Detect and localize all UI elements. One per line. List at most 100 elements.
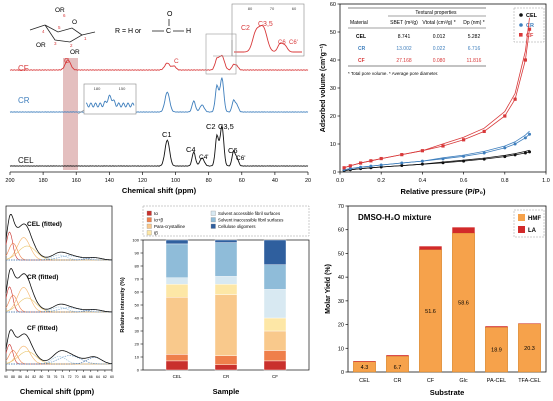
point-cf — [441, 144, 445, 148]
y-tick-label: 80 — [135, 264, 140, 269]
table-row-cf-sbet: 27.168 — [396, 58, 412, 64]
fit-component — [5, 286, 112, 313]
point-cel — [441, 161, 445, 165]
y-tick-label: 50 — [338, 251, 344, 257]
trace-label-cel: CEL — [18, 156, 34, 165]
table-row-cel-vtot: 0.012 — [433, 34, 446, 40]
point-cf — [342, 166, 346, 170]
point-cr — [379, 163, 383, 167]
cf-inset-c35: C3,5 — [258, 21, 273, 28]
table-row-cf-dp: 11.816 — [467, 58, 482, 64]
point-cel — [400, 164, 404, 168]
bar-cel-segment — [165, 243, 189, 278]
x-tick-label: 82 — [32, 375, 36, 379]
x-tick-label: 160 — [72, 178, 81, 184]
cf-inset-box — [231, 3, 305, 57]
x-tick-label: 120 — [138, 178, 147, 184]
textural-properties-table: Textural properties Material SBET (m²/g)… — [348, 7, 486, 76]
svg-text:150: 150 — [119, 86, 126, 91]
svg-text:70: 70 — [270, 6, 275, 11]
table-row-cr-vtot: 0.022 — [433, 46, 446, 52]
legend-label: Para-crystalline — [154, 224, 186, 229]
cr-inset-trace — [86, 94, 135, 108]
cf-zoom-box — [205, 33, 237, 75]
r-group-oxygen: O — [167, 11, 173, 18]
y-tick-label: 10 — [330, 142, 336, 148]
bar-cel-segment — [165, 277, 189, 285]
data-label-hmf: 58.6 — [458, 301, 469, 307]
data-label-hmf: 18.9 — [491, 348, 502, 354]
y-tick-label: 40 — [330, 58, 336, 64]
bar-la-cel — [353, 361, 376, 362]
table-row-cel-name: CEL — [356, 34, 366, 40]
x-tick-label: 80 — [39, 375, 43, 379]
table-row-cr-name: CR — [358, 46, 366, 52]
cf-peak-label-c1p: C — [174, 58, 179, 65]
cr-inset-box — [83, 83, 137, 115]
point-cf — [348, 164, 352, 168]
fit-component — [5, 345, 112, 365]
panel-c-label-cel: CEL (fitted) — [27, 221, 62, 228]
panel-c-traces — [5, 214, 113, 365]
y-tick-label: 10 — [338, 346, 344, 352]
panel-b-legend: CEL CR CF — [519, 13, 538, 39]
point-cf — [482, 129, 486, 133]
y-tick-label: 20 — [330, 114, 336, 120]
legend-swatch — [210, 223, 216, 229]
fit-component — [5, 287, 112, 313]
svg-text:1: 1 — [84, 36, 87, 41]
panel-c-label-cr: CR (fitted) — [27, 274, 58, 281]
x-tick-label: 90 — [4, 375, 8, 379]
bar-cf-segment — [263, 289, 287, 319]
x-tick-label: CF — [427, 378, 435, 384]
trace-label-cr: CR — [18, 96, 30, 105]
cel-peak-label-c1: C1 — [162, 130, 172, 139]
r-group-hydrogen: H — [186, 28, 191, 35]
bar-cr-segment — [214, 283, 238, 295]
r-group-carbon: C — [166, 28, 171, 35]
panel-e-x-ticks: CEL CR CF Glc PA-CEL TFA-CEL — [359, 378, 541, 384]
bar-cr-segment — [214, 239, 238, 243]
panel-c-x-label: Chemical shift (ppm) — [20, 387, 95, 396]
x-tick-label: 88 — [11, 375, 15, 379]
svg-text:60: 60 — [292, 6, 297, 11]
fit-component — [5, 237, 112, 261]
y-tick-label: 0 — [341, 370, 344, 376]
point-cr — [528, 132, 532, 136]
legend-swatch — [146, 217, 152, 223]
panel-b-y-ticks: 0 10 20 30 40 50 60 — [330, 2, 340, 176]
struct-carbon-numbers: 1 2 3 4 5 6 — [42, 13, 87, 48]
x-tick-label: 84 — [25, 375, 29, 379]
y-tick-label: 60 — [338, 228, 344, 234]
x-tick-label: TFA-CEL — [518, 378, 541, 384]
struct-o: O — [72, 19, 77, 26]
legend-swatch — [210, 217, 216, 223]
svg-text:4: 4 — [42, 29, 45, 34]
y-tick-label: 0 — [137, 368, 140, 373]
panel-d-legend-box — [142, 205, 310, 237]
table-col-vtot: Vtotal (cm³/g) * — [422, 20, 455, 26]
bar-la-cf — [419, 246, 442, 250]
bar-cr-segment — [214, 364, 238, 371]
struct-or-1: OR — [55, 7, 65, 14]
svg-text:80: 80 — [248, 6, 253, 11]
bar-hmf-cr — [386, 355, 409, 373]
series-cf-desorption — [343, 17, 530, 169]
table-group-header: Textural properties — [415, 10, 457, 16]
struct-or-2: OR — [36, 42, 46, 49]
cr-inset-ticks: 180 150 — [94, 86, 126, 91]
bar-cr-segment — [214, 242, 238, 277]
point-cr — [513, 142, 517, 146]
bar-cr-segment — [214, 294, 238, 356]
x-tick-label: CEL — [359, 378, 370, 384]
point-cf — [503, 114, 507, 118]
panel-d-x-ticks: CEL CR CF — [173, 374, 279, 379]
fit-component — [6, 357, 113, 365]
legend-label-hmf: HMF — [528, 216, 541, 222]
point-cel — [420, 162, 424, 166]
table-row-cf-vtot: 0.080 — [433, 58, 446, 64]
svg-text:180: 180 — [94, 86, 101, 91]
x-tick-label: 140 — [105, 178, 114, 184]
point-cf — [462, 138, 466, 142]
cel-peak-label-c6: C6 — [228, 146, 238, 155]
